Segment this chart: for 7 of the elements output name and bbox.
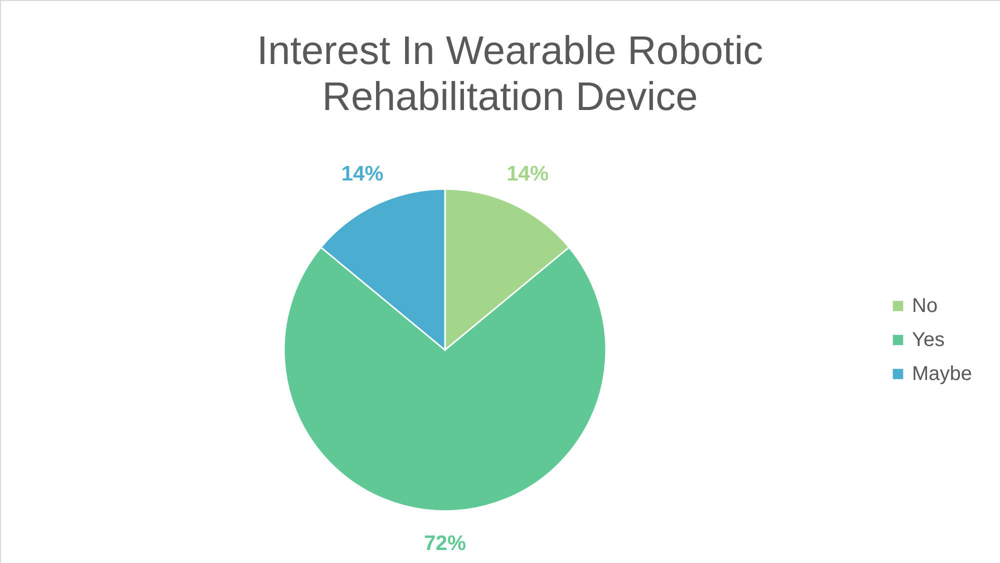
data-label: 72% <box>424 532 466 555</box>
legend-label: Yes <box>912 329 945 351</box>
legend-label: Maybe <box>912 363 972 385</box>
legend-label: No <box>912 295 938 317</box>
data-label: 14% <box>341 162 384 186</box>
data-label: 14% <box>506 162 549 186</box>
chart-title: Interest In Wearable Robotic Rehabilitation Device <box>256 29 764 119</box>
